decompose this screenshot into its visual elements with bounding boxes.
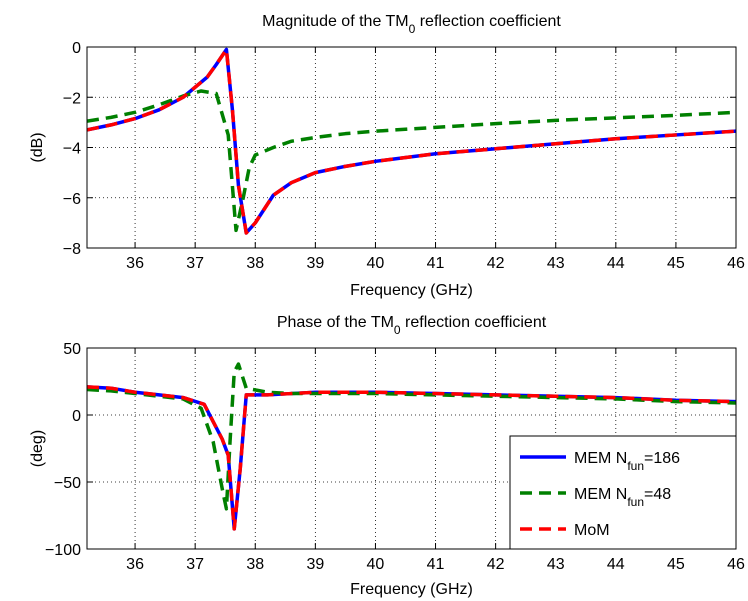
chart-title: Phase of the TM0 reflection coefficient <box>277 314 547 337</box>
x-tick-label: 43 <box>547 556 565 573</box>
x-tick-label: 40 <box>367 255 385 272</box>
series-line-mom <box>87 385 736 531</box>
x-tick-label: 39 <box>306 556 324 573</box>
y-axis-label: (dB) <box>29 132 46 162</box>
title-suffix: reflection coefficient <box>415 13 561 30</box>
x-axis-label: Frequency (GHz) <box>350 282 473 299</box>
legend-name: MEM N <box>574 450 627 467</box>
x-tick-label: 42 <box>487 255 505 272</box>
title-subscript: 0 <box>409 22 416 36</box>
magnitude-panel: 36 37 38 39 40 41 42 43 44 45 46−8−6−4−20Magnitude… <box>29 13 745 299</box>
x-tick-label: 41 <box>427 255 445 272</box>
y-axis-label: (deg) <box>29 430 46 467</box>
legend-name: MoM <box>574 522 610 539</box>
x-tick-label: 45 <box>667 556 685 573</box>
legend-subscript: fun <box>627 459 644 473</box>
x-tick-label: 38 <box>246 556 264 573</box>
x-tick-label: 38 <box>246 255 264 272</box>
x-tick-label: 44 <box>607 255 625 272</box>
y-tick-label: −8 <box>63 241 81 258</box>
title-main: Phase of the TM <box>277 314 394 331</box>
legend-subscript: fun <box>627 495 644 509</box>
series-line-mem48 <box>87 362 736 511</box>
x-tick-label: 41 <box>427 556 445 573</box>
x-tick-label: 43 <box>547 255 565 272</box>
series-group <box>87 47 736 235</box>
x-axis-label: Frequency (GHz) <box>350 581 473 598</box>
y-tick-label: 0 <box>72 408 81 425</box>
x-tick-label: 36 <box>126 255 144 272</box>
x-tick-label: 36 <box>126 556 144 573</box>
x-tick-label: 42 <box>487 556 505 573</box>
y-tick-label: −4 <box>63 141 81 158</box>
chart-title: Magnitude of the TM0 reflection coeffici… <box>262 13 561 36</box>
y-tick-label: −100 <box>45 542 81 559</box>
series-line-mom <box>87 47 736 235</box>
legend-label-mom: MoM <box>574 522 610 539</box>
title-subscript: 0 <box>394 323 401 337</box>
y-tick-label: −6 <box>63 191 81 208</box>
x-tick-label: 40 <box>367 556 385 573</box>
x-tick-label: 45 <box>667 255 685 272</box>
x-tick-label: 44 <box>607 556 625 573</box>
phase-panel: 36 37 38 39 40 41 42 43 44 45 46 −100 −50 0 50 Phase of… <box>29 314 745 598</box>
y-tick-label: 0 <box>72 40 81 57</box>
y-tick-label: −50 <box>54 475 81 492</box>
legend-suffix: =48 <box>644 486 671 503</box>
legend-name: MEM N <box>574 486 627 503</box>
title-suffix: reflection coefficient <box>401 314 547 331</box>
x-tick-label: 46 <box>727 255 745 272</box>
x-tick-label: 37 <box>186 255 204 272</box>
legend-label-mem48: MEM Nfun=48 <box>574 486 671 509</box>
legend-suffix: =186 <box>644 450 680 467</box>
x-tick-label: 37 <box>186 556 204 573</box>
series-line-mem48 <box>87 89 736 233</box>
series-group <box>87 362 736 531</box>
title-main: Magnitude of the TM <box>262 13 408 30</box>
y-tick-label: 50 <box>63 341 81 358</box>
y-tick-label: −2 <box>63 90 81 107</box>
x-tick-label: 46 <box>727 556 745 573</box>
x-tick-label: 39 <box>306 255 324 272</box>
legend-label-mem186: MEM Nfun=186 <box>574 450 680 473</box>
